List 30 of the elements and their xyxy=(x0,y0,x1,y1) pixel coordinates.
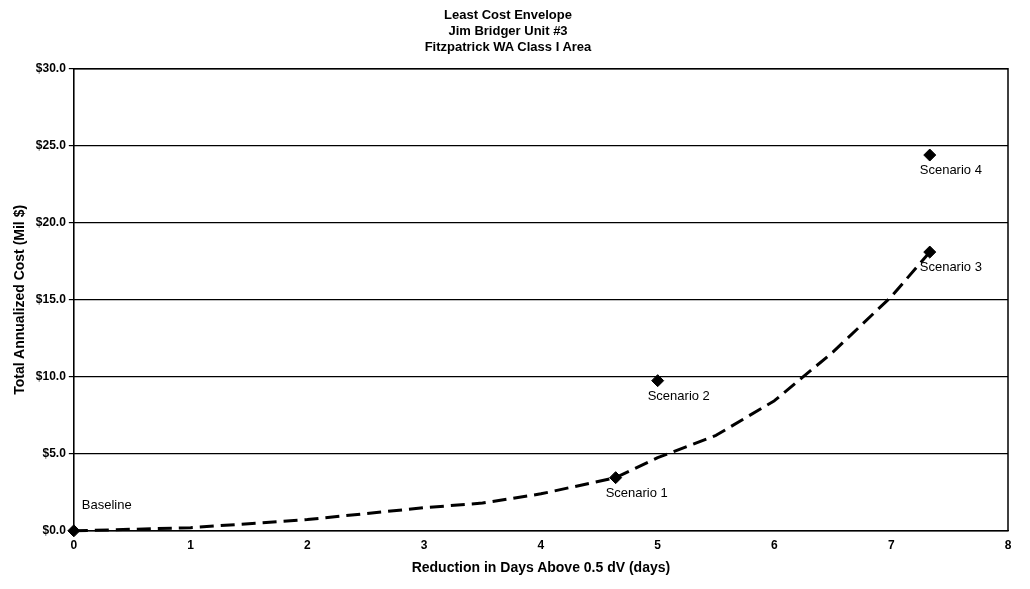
point xyxy=(923,148,937,162)
x-axis-title: Reduction in Days Above 0.5 dV (days) xyxy=(411,559,671,576)
text: Least Cost Envelope xyxy=(444,7,572,23)
annotation: Scenario 3 xyxy=(919,259,982,275)
annotation: Scenario 4 xyxy=(919,162,982,178)
point xyxy=(609,471,623,485)
y-tick-label: $5.0 xyxy=(42,446,67,461)
x-tick-label: 8 xyxy=(1004,538,1012,553)
y-tick-label: $0.0 xyxy=(42,523,67,538)
x-tick-label: 1 xyxy=(187,538,195,553)
y-tick-label: $25.0 xyxy=(35,138,67,153)
y-tick-label: $20.0 xyxy=(35,215,67,230)
x-tick-label: 3 xyxy=(420,538,428,553)
annotation: Scenario 2 xyxy=(647,387,710,403)
x-tick-label: 7 xyxy=(887,538,895,553)
annotation: Scenario 1 xyxy=(605,484,668,500)
y-axis-title: Total Annualized Cost (Mil $) xyxy=(11,204,28,395)
x-tick-label: 2 xyxy=(304,538,312,553)
text: Jim Bridger Unit #3 xyxy=(448,22,568,38)
x-tick-label: 0 xyxy=(70,538,78,553)
y-tick-label: $10.0 xyxy=(35,369,67,384)
x-tick-label: 6 xyxy=(771,538,779,553)
x-tick-label: 5 xyxy=(654,538,662,553)
point xyxy=(923,245,937,259)
text: Fitzpatrick WA Class I Area xyxy=(424,38,592,54)
y-tick-label: $30.0 xyxy=(35,61,67,76)
x-tick-label: 4 xyxy=(537,538,545,553)
y-tick-label: $15.0 xyxy=(35,292,67,307)
annotation: Baseline xyxy=(81,496,132,512)
point xyxy=(651,374,665,388)
